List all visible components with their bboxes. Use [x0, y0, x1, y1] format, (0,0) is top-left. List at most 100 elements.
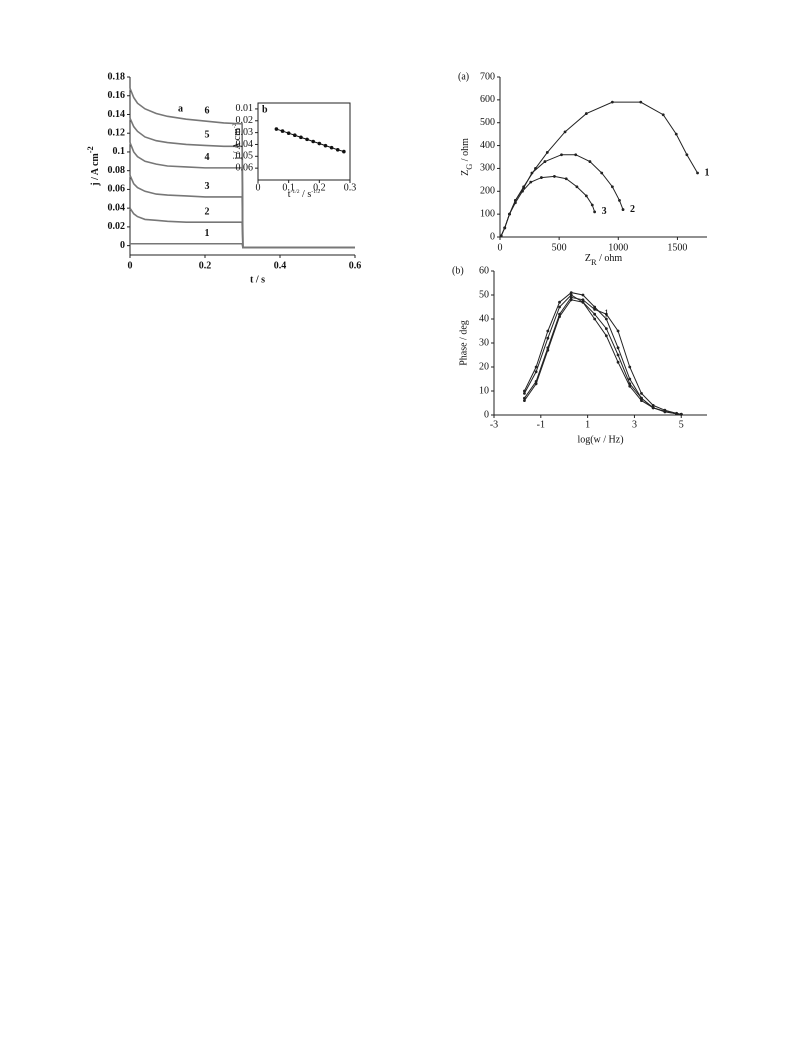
x-axis-label: ZR / ohm [585, 253, 622, 267]
data-point [299, 135, 303, 140]
data-point [581, 300, 585, 304]
y-tick-label: 700 [480, 71, 495, 82]
data-point [305, 137, 309, 142]
x-tick-label: 3 [632, 420, 637, 431]
series-line [523, 292, 682, 415]
data-point [499, 234, 503, 238]
data-point [651, 406, 655, 410]
x-axis-label: t-1/2 / s-1/2 [288, 189, 321, 200]
data-point [651, 404, 655, 407]
y-tick-label: 40 [479, 313, 489, 324]
y-axis-label: j / A cm-2 [86, 146, 101, 186]
y-tick-label: 600 [480, 94, 495, 105]
data-point [546, 348, 550, 352]
y-tick-label: 0.04 [236, 139, 254, 150]
data-point [593, 317, 597, 321]
data-point [661, 113, 665, 117]
data-point [546, 329, 550, 333]
y-axis-label: j / A cm-2 [232, 123, 243, 160]
data-point [569, 298, 573, 302]
y-tick-label: 0.02 [236, 115, 254, 126]
data-point [696, 171, 699, 175]
x-tick-label: 1500 [667, 242, 687, 253]
x-tick-label: 0 [498, 242, 503, 253]
x-tick-label: 0.6 [349, 260, 362, 271]
data-point [323, 143, 328, 148]
data-point [593, 312, 597, 316]
x-axis-label: log(w / Hz) [577, 434, 623, 445]
data-point [564, 177, 568, 181]
series-label: 1 [705, 167, 710, 178]
x-tick-label: 0.3 [344, 182, 357, 193]
y-tick-label: 0.06 [236, 162, 254, 173]
label-part: -2 [86, 146, 95, 153]
y-tick-label: 0.05 [236, 151, 254, 162]
data-point [342, 149, 346, 154]
label-part: j / A cm [232, 128, 243, 161]
label-part: R [591, 258, 597, 267]
data-point [569, 291, 573, 294]
data-point [584, 112, 588, 115]
data-point [558, 300, 561, 304]
data-point [593, 308, 597, 311]
data-point [604, 334, 608, 338]
data-point [618, 199, 621, 202]
data-point [639, 100, 643, 104]
data-point [640, 396, 643, 400]
data-point [588, 160, 592, 163]
data-point [534, 370, 538, 374]
label-part: -1/2 [291, 189, 300, 195]
y-tick-label: 0.03 [236, 127, 254, 138]
data-point [558, 305, 561, 309]
data-point [604, 312, 608, 316]
x-tick-label: 5 [679, 420, 684, 431]
data-point [503, 226, 507, 230]
label-part: Z [460, 170, 471, 176]
data-point [581, 293, 585, 297]
data-point [616, 360, 620, 364]
data-point [584, 194, 588, 198]
series-label: 2 [205, 207, 210, 218]
x-tick-label: 0 [256, 182, 261, 193]
label-part: G [465, 164, 474, 170]
label-part: / ohm [597, 253, 623, 264]
y-tick-label: 200 [480, 186, 495, 197]
x-tick-label: 0 [128, 260, 133, 271]
data-point [543, 160, 547, 163]
x-tick-label: 1 [585, 420, 590, 431]
data-point [540, 176, 543, 179]
data-point [335, 147, 340, 152]
plot-frame [257, 102, 351, 181]
y-tick-label: 0.14 [108, 109, 126, 120]
x-tick-label: 500 [552, 242, 567, 253]
data-point [674, 132, 678, 136]
y-tick-label: 30 [479, 337, 489, 348]
y-tick-label: 0.06 [108, 184, 126, 195]
series-label: 4 [205, 152, 210, 163]
data-point [513, 201, 517, 205]
panel-label: (b) [452, 265, 464, 276]
series-label: 5 [205, 130, 210, 141]
label-part: t [288, 189, 291, 200]
data-point [545, 151, 549, 154]
data-point [685, 153, 689, 157]
data-point [593, 210, 597, 214]
data-point [640, 392, 643, 395]
data-point [616, 329, 620, 333]
data-point [616, 353, 620, 357]
x-tick-label: 0.2 [199, 260, 212, 271]
series-label: 3 [602, 206, 607, 217]
y-tick-label: 0 [490, 231, 495, 242]
data-point [293, 133, 297, 138]
data-point [610, 185, 614, 189]
data-point [534, 382, 538, 386]
panel-label: b [262, 104, 268, 115]
data-point [546, 336, 550, 340]
series-line [500, 101, 698, 237]
data-point [581, 298, 585, 302]
label-part: / s [300, 189, 312, 200]
x-tick-label: 0.4 [274, 260, 287, 271]
data-point [329, 145, 334, 150]
y-axis-label: ZG / ohm [460, 138, 474, 176]
